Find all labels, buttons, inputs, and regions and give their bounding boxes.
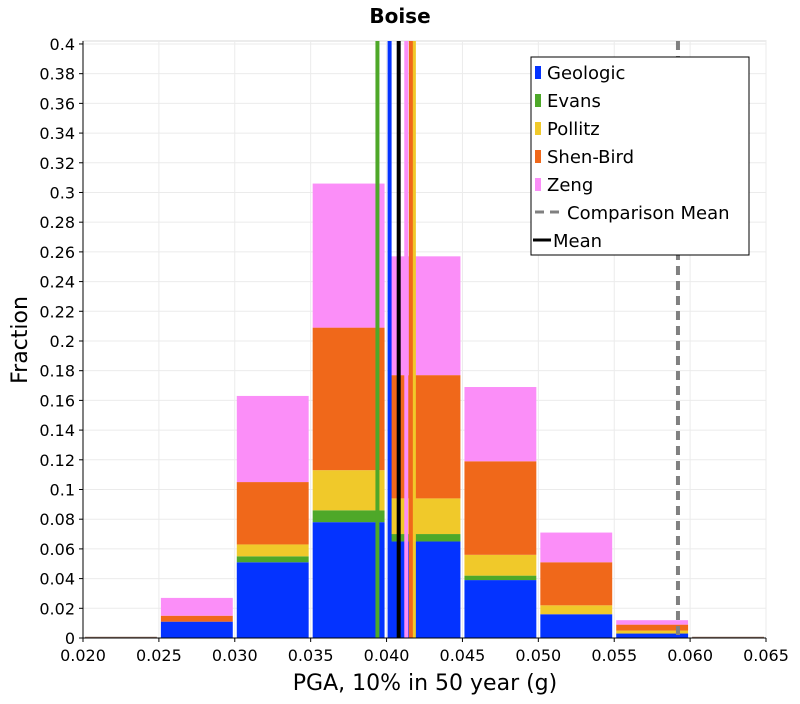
- legend-label: Mean: [553, 231, 602, 252]
- y-tick-label: 0.04: [39, 570, 75, 589]
- bar-evans: [464, 575, 537, 581]
- x-tick-label: 0.065: [743, 646, 789, 665]
- bar-geologic: [464, 580, 537, 638]
- legend-item-mean: Mean: [533, 231, 602, 252]
- y-tick-label: 0.3: [50, 183, 75, 202]
- legend-item-pollitz: Pollitz: [535, 119, 600, 140]
- y-tick-label: 0.14: [39, 421, 75, 440]
- y-axis-label: Fraction: [8, 296, 33, 384]
- legend-item-comparison-mean: Comparison Mean: [535, 203, 730, 224]
- y-tick-label: 0.18: [39, 362, 75, 381]
- legend-swatch: [535, 178, 541, 191]
- x-tick-label: 0.050: [515, 646, 561, 665]
- legend-label: Evans: [547, 91, 601, 112]
- y-tick-label: 0.4: [50, 35, 75, 54]
- y-tick-label: 0.16: [39, 391, 75, 410]
- x-tick-label: 0.040: [364, 646, 410, 665]
- x-tick-label: 0.030: [212, 646, 258, 665]
- bar-geologic: [616, 633, 689, 638]
- y-tick-label: 0.32: [39, 154, 75, 173]
- legend-swatch: [535, 66, 541, 79]
- bar-shen-bird: [464, 461, 537, 555]
- y-tick-label: 0.28: [39, 213, 75, 232]
- y-tick-label: 0.12: [39, 451, 75, 470]
- chart-title: Boise: [369, 4, 430, 28]
- bar-pollitz: [540, 605, 613, 615]
- legend-item-evans: Evans: [535, 91, 601, 112]
- y-tick-label: 0: [65, 629, 75, 648]
- y-tick-label: 0.26: [39, 243, 75, 262]
- x-tick-label: 0.020: [60, 646, 106, 665]
- y-tick-label: 0.06: [39, 540, 75, 559]
- bar-pollitz: [236, 544, 309, 557]
- y-tick-label: 0.1: [50, 480, 75, 499]
- legend-label: Pollitz: [547, 119, 600, 140]
- y-tick-label: 0.36: [39, 94, 75, 113]
- x-tick-label: 0.045: [440, 646, 486, 665]
- legend-label: Zeng: [547, 175, 593, 196]
- y-tick-label: 0.2: [50, 332, 75, 351]
- x-tick-label: 0.060: [667, 646, 713, 665]
- bar-zeng: [616, 620, 689, 625]
- bar-pollitz: [616, 630, 689, 634]
- legend-swatch: [535, 122, 541, 135]
- bar-geologic: [312, 522, 385, 638]
- axes: 0 0.02 0.04 0.06 0.08 0.1 0.12 0.14 0.16 0.18 0.2 0…: [39, 35, 789, 665]
- bar-zeng: [464, 387, 537, 462]
- y-tick-label: 0.02: [39, 599, 75, 618]
- bar-shen-bird: [616, 624, 689, 631]
- bars: [85, 183, 764, 639]
- bar-zeng: [236, 395, 309, 483]
- bar-shen-bird: [160, 615, 233, 622]
- bar-geologic: [540, 614, 613, 638]
- bar-evans: [388, 534, 461, 542]
- bar-pollitz: [464, 554, 537, 576]
- bar-shen-bird: [540, 562, 613, 606]
- legend-box: [530, 56, 750, 256]
- bar-zeng: [160, 597, 233, 616]
- bar-pollitz: [312, 470, 385, 511]
- y-tick-label: 0.22: [39, 302, 75, 321]
- mean-lines: [375, 41, 680, 638]
- legend-item-shen-bird: Shen-Bird: [535, 147, 634, 168]
- bar-zeng: [312, 183, 385, 328]
- bar-shen-bird: [312, 327, 385, 471]
- legend-label: Geologic: [547, 63, 625, 84]
- y-tick-label: 0.24: [39, 273, 75, 292]
- legend-label: Comparison Mean: [567, 203, 730, 224]
- x-axis-label: PGA, 10% in 50 year (g): [293, 671, 557, 696]
- bar-geologic: [236, 562, 309, 638]
- y-tick-label: 0.34: [39, 124, 75, 143]
- bar-shen-bird: [236, 482, 309, 545]
- bar-geologic: [160, 621, 233, 638]
- x-tick-label: 0.055: [591, 646, 637, 665]
- legend-item-zeng: Zeng: [535, 175, 593, 196]
- legend: Geologic Evans Pollitz Shen-Bird Zeng Compari…: [530, 56, 750, 256]
- bar-evans: [312, 510, 385, 523]
- bar-evans: [236, 556, 309, 563]
- x-tick-label: 0.025: [136, 646, 182, 665]
- legend-swatch: [535, 150, 541, 163]
- legend-label: Shen-Bird: [547, 147, 634, 168]
- legend-swatch: [535, 94, 541, 107]
- legend-item-geologic: Geologic: [535, 63, 625, 84]
- y-tick-label: 0.08: [39, 510, 75, 529]
- y-tick-label: 0.38: [39, 65, 75, 84]
- x-tick-label: 0.035: [288, 646, 334, 665]
- bar-zeng: [540, 532, 613, 563]
